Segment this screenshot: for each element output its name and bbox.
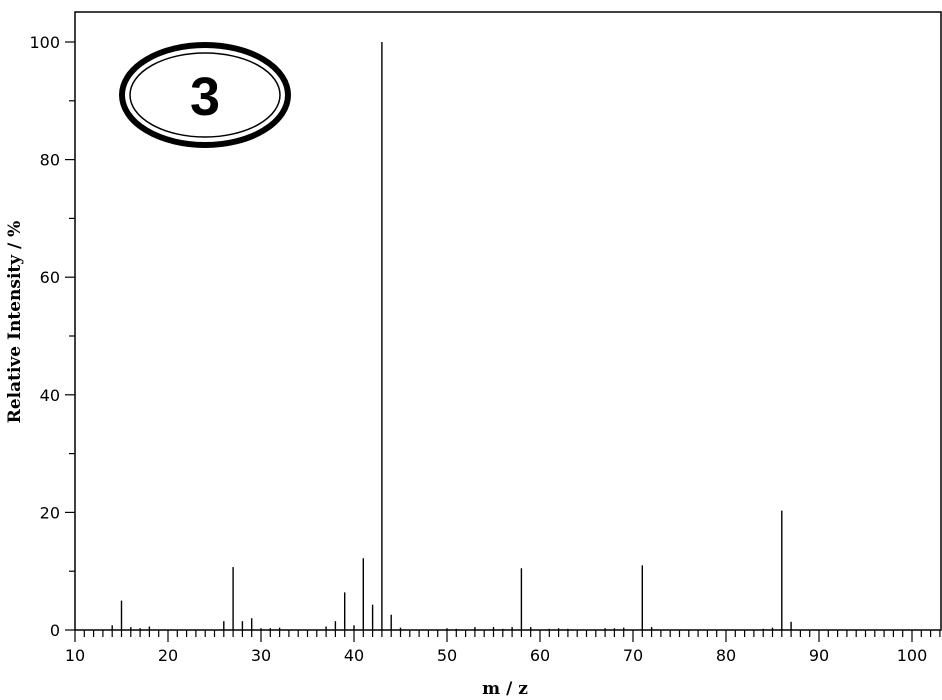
y-tick-label: 80 [40,151,60,170]
x-tick-label: 90 [809,646,829,665]
x-tick-label: 30 [251,646,271,665]
y-tick-label: 0 [50,621,60,640]
y-tick-label: 100 [29,33,60,52]
badge-outer-ring [119,42,291,148]
badge-inner-ring [129,52,281,138]
x-tick-label: 100 [897,646,928,665]
x-tick-label: 70 [623,646,643,665]
compound-badge: 3 [119,42,291,148]
x-axis-title: m / z [482,679,528,699]
badge-label: 3 [190,67,220,127]
x-tick-label: 20 [158,646,178,665]
y-axis-title: Relative Intensity / % [5,221,25,424]
y-tick-label: 60 [40,268,60,287]
x-axis-ticks: 10 20 30 40 50 60 70 80 90 100 [65,630,941,665]
y-tick-label: 20 [40,503,60,522]
x-tick-label: 50 [437,646,457,665]
x-tick-label: 10 [65,646,85,665]
x-tick-label: 60 [530,646,550,665]
y-axis-ticks: 0 20 40 60 80 100 [29,33,75,640]
x-tick-label: 80 [716,646,736,665]
x-tick-label: 40 [344,646,364,665]
y-tick-label: 40 [40,386,60,405]
spectrum-peaks [111,42,792,630]
